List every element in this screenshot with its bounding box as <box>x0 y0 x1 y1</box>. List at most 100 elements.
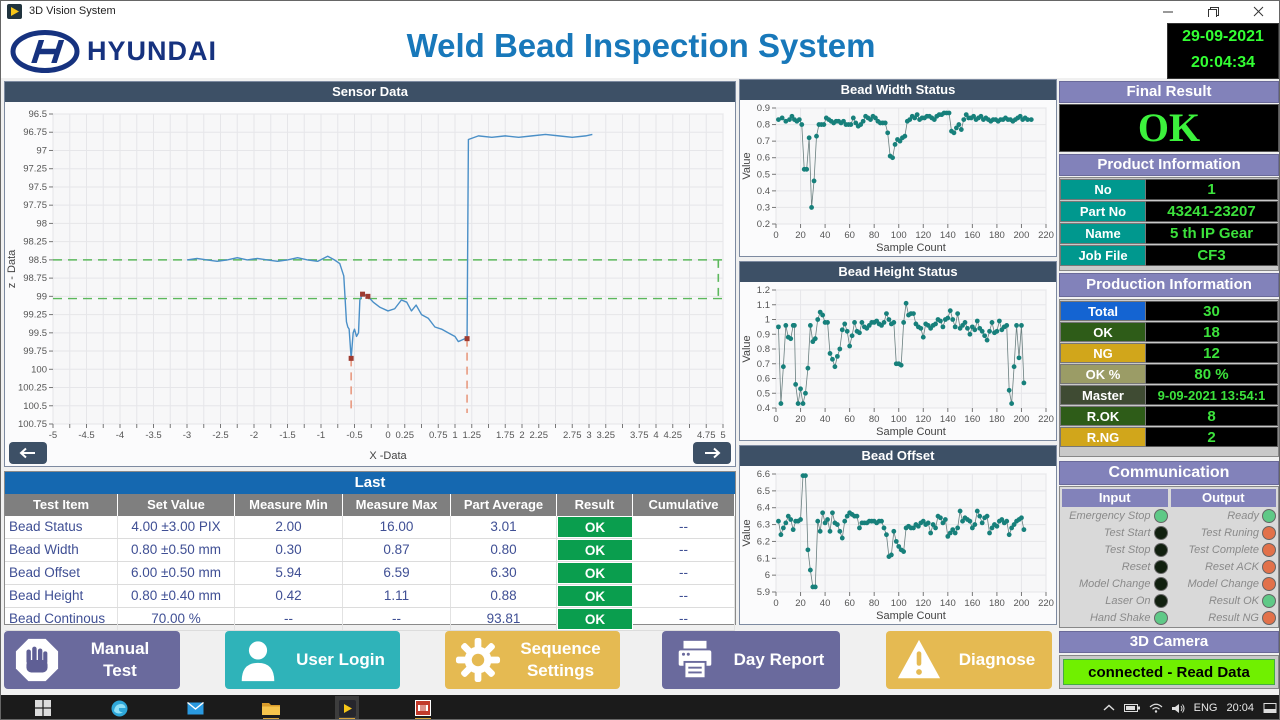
row-label: Name <box>1060 223 1146 244</box>
bead-width-chart: 0.2 0.3 0.4 0.5 0.6 0.7 0.8 0.9 0 20 40 60 80 100 120 1… <box>740 100 1056 256</box>
row-value: 9-09-2021 13:54:1 <box>1146 385 1278 405</box>
svg-text:4.75: 4.75 <box>697 430 716 441</box>
page-title: Weld Bead Inspection System <box>406 27 876 64</box>
signal-label: Reset ACK <box>1204 560 1259 573</box>
svg-text:Sample Count: Sample Count <box>876 242 946 254</box>
production-info-header: Production Information <box>1059 273 1279 297</box>
table-title: Last <box>5 472 735 494</box>
communication-input-column: Input Emergency Stop Test Start Test Sto… <box>1062 489 1168 626</box>
svg-text:0.7: 0.7 <box>757 136 770 147</box>
manual-test-button[interactable]: Manual Test <box>4 631 180 689</box>
led-indicator-orange <box>1262 610 1276 625</box>
scroll-right-button[interactable] <box>693 442 731 464</box>
table-row: Bead Status 4.00 ±3.00 PIX 2.00 16.00 3.01 OK… <box>5 516 735 539</box>
app-icon <box>7 4 22 19</box>
svg-text:5.9: 5.9 <box>757 587 770 598</box>
close-button[interactable] <box>1236 1 1279 23</box>
svg-text:100: 100 <box>891 414 907 425</box>
taskbar-explorer-icon[interactable] <box>259 696 283 719</box>
day-report-button[interactable]: Day Report <box>662 631 840 689</box>
notification-icon[interactable] <box>1263 702 1277 714</box>
taskbar-edge-icon[interactable] <box>107 696 131 719</box>
button-label: Day Report <box>733 650 825 669</box>
row-value: 1 <box>1146 179 1278 200</box>
brand: HYUNDAI <box>9 29 217 74</box>
led-indicator-orange <box>1262 542 1276 557</box>
communication-signal-row: Test Complete <box>1171 541 1276 558</box>
svg-text:40: 40 <box>820 598 831 609</box>
hand-stop-icon <box>14 637 60 683</box>
taskbar-labview-icon[interactable] <box>335 696 359 719</box>
taskbar-mail-icon[interactable] <box>183 696 207 719</box>
svg-text:140: 140 <box>940 598 956 609</box>
svg-text:0.5: 0.5 <box>757 169 770 180</box>
svg-text:220: 220 <box>1038 414 1054 425</box>
svg-text:20: 20 <box>795 414 806 425</box>
row-value: 2 <box>1146 427 1278 447</box>
communication-signal-row: Ready <box>1171 507 1276 524</box>
battery-icon[interactable] <box>1123 703 1140 713</box>
table-cell: 6.59 <box>343 562 451 584</box>
sequence-settings-button[interactable]: Sequence Settings <box>445 631 620 689</box>
bead-offset-chart: 5.9 6 6.1 6.2 6.3 6.4 6.5 6.6 0 20 40 60 80 100 120 140… <box>740 466 1056 624</box>
svg-text:-1.5: -1.5 <box>279 430 295 441</box>
svg-text:0.5: 0.5 <box>757 388 770 399</box>
user-login-button[interactable]: User Login <box>225 631 400 689</box>
signal-label: Result OK <box>1208 594 1259 607</box>
final-result-header: Final Result <box>1059 81 1279 103</box>
svg-text:160: 160 <box>964 598 980 609</box>
led-indicator-off <box>1153 576 1168 591</box>
production-info-row: Total 30 <box>1060 301 1278 321</box>
svg-text:120: 120 <box>915 230 931 241</box>
signal-label: Emergency Stop <box>1069 509 1151 522</box>
tray-chevron-icon[interactable] <box>1103 704 1115 712</box>
column-header: Set Value <box>118 494 235 516</box>
svg-text:6.5: 6.5 <box>757 486 770 497</box>
table-cell: 0.88 <box>451 585 557 607</box>
taskbar-clock[interactable]: 20:04 <box>1226 702 1254 714</box>
communication-signal-row: Emergency Stop <box>1062 507 1168 524</box>
column-header: Test Item <box>5 494 118 516</box>
running-indicator <box>263 718 279 719</box>
table-cell: -- <box>633 585 735 607</box>
svg-text:97: 97 <box>36 145 47 156</box>
svg-text:97.5: 97.5 <box>29 182 48 193</box>
table-cell: Bead Height <box>5 585 118 607</box>
svg-text:6.3: 6.3 <box>757 520 770 531</box>
svg-text:220: 220 <box>1038 598 1054 609</box>
language-indicator[interactable]: ENG <box>1193 702 1218 714</box>
row-value: 18 <box>1146 322 1278 342</box>
diagnose-button[interactable]: Diagnose <box>886 631 1052 689</box>
signal-label: Laser On <box>1105 594 1151 607</box>
svg-text:98.75: 98.75 <box>23 273 47 284</box>
svg-text:220: 220 <box>1038 230 1054 241</box>
communication-signal-row: Hand Shake <box>1062 609 1168 626</box>
table-cell: -- <box>235 608 343 630</box>
signal-label: Result NG <box>1208 611 1259 624</box>
scroll-left-button[interactable] <box>9 442 47 464</box>
svg-text:X -Data: X -Data <box>369 450 407 462</box>
button-label: Diagnose <box>958 650 1036 669</box>
taskbar-start-icon[interactable] <box>31 696 55 719</box>
wifi-icon[interactable] <box>1149 703 1163 713</box>
row-label: Total <box>1060 301 1146 321</box>
volume-icon[interactable] <box>1171 703 1185 714</box>
maximize-button[interactable] <box>1191 1 1236 23</box>
column-header: Measure Min <box>235 494 343 516</box>
signal-label: Hand Shake <box>1089 611 1151 624</box>
svg-text:140: 140 <box>940 414 956 425</box>
production-info-row: Master 9-09-2021 13:54:1 <box>1060 385 1278 405</box>
window-title: 3D Vision System <box>29 5 116 17</box>
camera-status-button[interactable]: connected - Read Data <box>1063 659 1275 685</box>
taskbar-red-app-icon[interactable] <box>411 696 435 719</box>
window-titlebar: 3D Vision System <box>1 1 1279 24</box>
row-label: OK % <box>1060 364 1146 384</box>
table-cell: 6.00 ±0.50 mm <box>118 562 235 584</box>
table-cell: 0.80 ±0.50 mm <box>118 539 235 561</box>
minimize-button[interactable] <box>1146 1 1191 23</box>
system-tray: ENG 20:04 <box>1103 695 1277 719</box>
led-indicator-green <box>1153 508 1168 523</box>
table-cell: 6.30 <box>451 562 557 584</box>
svg-text:100: 100 <box>891 598 907 609</box>
svg-text:200: 200 <box>1014 414 1030 425</box>
